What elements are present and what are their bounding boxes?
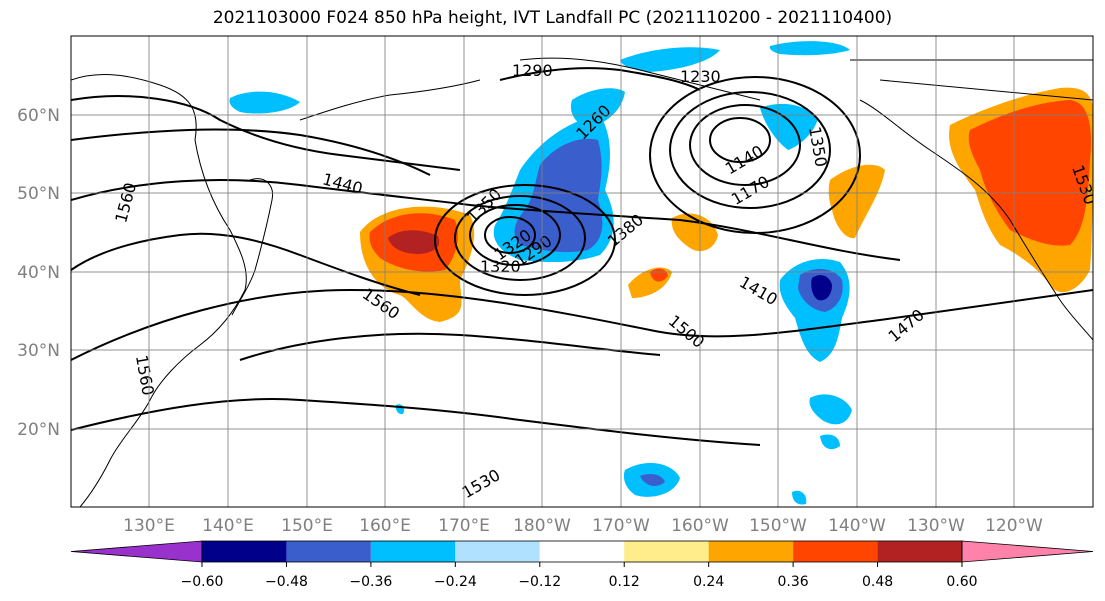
longitude-tick-label: 180°W	[513, 516, 571, 536]
height-contours	[71, 67, 1093, 446]
colorbar-tick-label: 0.12	[609, 574, 640, 590]
height-contour	[239, 332, 661, 361]
height-contour	[689, 104, 801, 186]
latitude-tick-label: 40°N	[17, 263, 60, 283]
height-contour	[434, 184, 616, 296]
colorbar-tick-label: 0.60	[946, 574, 977, 590]
latitude-tick-label: 20°N	[17, 420, 60, 440]
colorbar-extend-low	[70, 540, 203, 563]
height-contour	[71, 179, 901, 261]
height-contour	[71, 288, 1093, 361]
ivt-negative-region	[769, 41, 850, 56]
coastline	[231, 178, 274, 316]
height-contour	[71, 232, 421, 296]
height-contour	[469, 204, 561, 266]
colorbar-segment	[202, 541, 287, 562]
colorbar-segment	[286, 541, 371, 562]
ivt-shading	[229, 41, 1093, 505]
latitude-tick-label: 60°N	[17, 106, 60, 126]
colorbar-segment	[708, 541, 794, 562]
colorbar-tick-label: 0.48	[862, 574, 893, 590]
height-contour	[709, 117, 771, 163]
colorbar-tick-label: −0.60	[181, 574, 224, 590]
colorbar-tick-label: −0.48	[265, 574, 308, 590]
ivt-negative-region	[640, 474, 665, 486]
longitude-tick-label: 170°E	[438, 516, 490, 536]
contour-label: 1320	[480, 257, 521, 276]
map-frame	[70, 35, 1094, 508]
ivt-negative-region	[809, 394, 852, 425]
longitude-tick-label: 150°W	[749, 516, 807, 536]
coastline	[519, 57, 761, 101]
map-title: 2021103000 F024 850 hPa height, IVT Land…	[212, 8, 893, 28]
height-contour	[669, 91, 831, 209]
longitude-tick-label: 170°W	[592, 516, 650, 536]
ivt-negative-region	[229, 91, 300, 114]
ivt-positive-region	[388, 230, 440, 254]
longitude-tick-label: 130°E	[123, 516, 175, 536]
colorbar-frame	[201, 540, 963, 563]
ivt-negative-region	[792, 490, 807, 505]
ivt-negative-region	[820, 434, 840, 450]
longitude-tick-label: 130°W	[907, 516, 965, 536]
longitude-tick-label: 140°W	[828, 516, 886, 536]
longitude-tick-label: 120°W	[985, 516, 1043, 536]
colorbar-extend-high	[961, 540, 1094, 563]
coastline	[299, 79, 481, 121]
longitude-tick-label: 160°E	[359, 516, 411, 536]
colorbar-segment	[455, 541, 540, 562]
height-contour	[71, 95, 461, 171]
coastline	[71, 74, 247, 507]
colorbar-segment	[370, 541, 456, 562]
latitude-tick-label: 30°N	[17, 341, 60, 361]
coastline	[859, 99, 1093, 341]
height-contour	[499, 67, 701, 91]
colorbar-tick-label: 0.36	[778, 574, 809, 590]
colorbar-tick-label: −0.36	[349, 574, 392, 590]
ivt-negative-region	[570, 88, 625, 128]
colorbar-segment	[793, 541, 878, 562]
height-contour	[71, 398, 761, 446]
colorbar: −0.60 −0.48 −0.36 −0.24 −0.12 0.12 0.24 0.36 0.4…	[70, 540, 1094, 590]
height-contour	[484, 216, 536, 254]
colorbar-tick-label: −0.12	[518, 574, 561, 590]
colorbar-tick-label: 0.24	[693, 574, 724, 590]
colorbar-segment	[624, 541, 709, 562]
longitude-labels: 130°E 140°E 150°E 160°E 170°E 180°W 170°W 160°W…	[123, 516, 1043, 536]
height-contour	[454, 195, 586, 281]
ivt-positive-region	[968, 100, 1091, 246]
latitude-labels: 60°N 50°N 40°N 30°N 20°N	[17, 106, 60, 440]
longitude-tick-label: 150°E	[281, 516, 333, 536]
longitude-tick-label: 160°W	[671, 516, 729, 536]
coastline	[850, 59, 1093, 101]
colorbar-segment	[877, 541, 962, 562]
coastlines	[71, 57, 1093, 507]
height-contour	[71, 128, 431, 176]
colorbar-segment	[539, 541, 625, 562]
gridlines	[71, 36, 1093, 507]
latitude-tick-label: 50°N	[17, 184, 60, 204]
contour-label: 1290	[512, 61, 553, 80]
ivt-negative-region	[811, 275, 832, 301]
ivt-negative-region	[620, 47, 720, 72]
colorbar-tick-label: −0.24	[434, 574, 477, 590]
longitude-tick-label: 140°E	[202, 516, 254, 536]
map-plot-area: 1290 1230 1260 1560 1440 1350 1380 1140 …	[71, 36, 1093, 507]
